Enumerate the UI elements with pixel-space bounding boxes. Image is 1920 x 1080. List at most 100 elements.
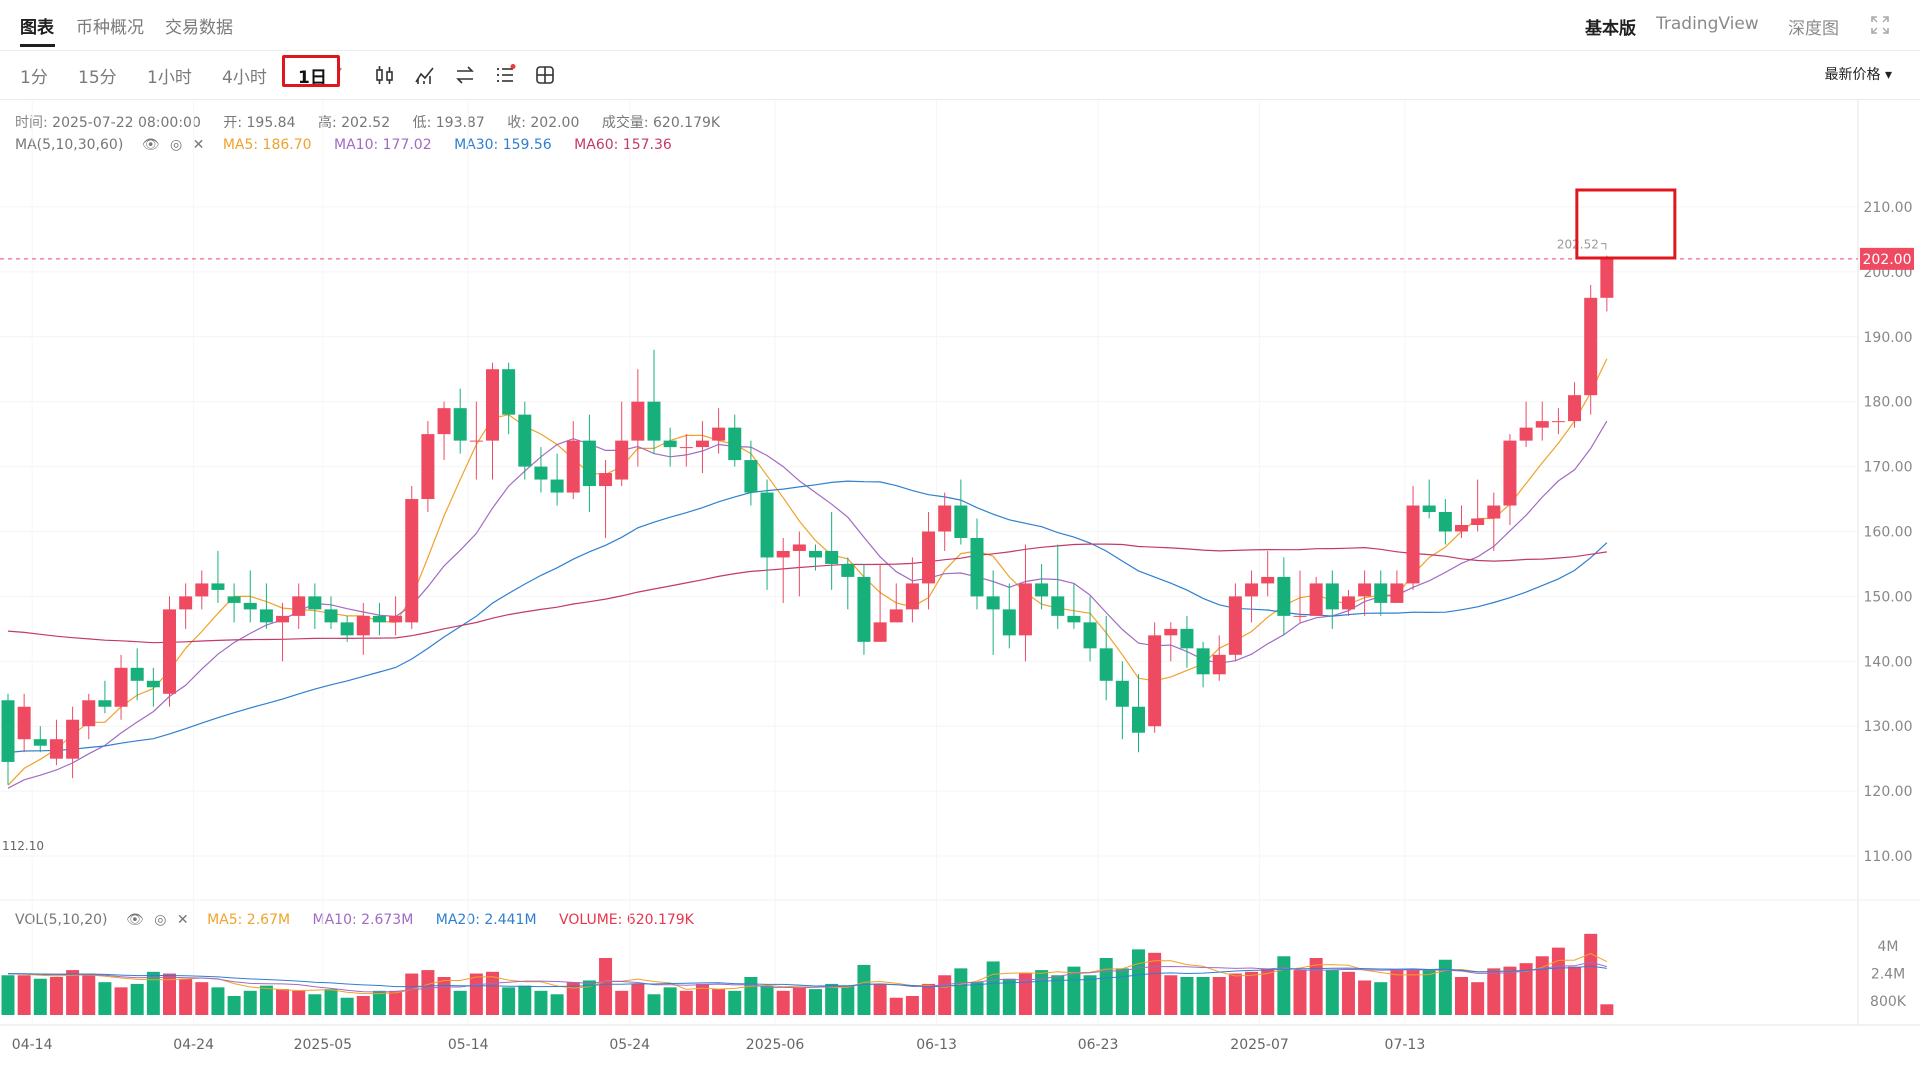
volume-bar xyxy=(259,985,273,1015)
candle-body xyxy=(437,408,451,435)
tab-coin-overview[interactable]: 币种概况 xyxy=(76,18,144,38)
volume-bar xyxy=(566,982,580,1015)
candle-body xyxy=(986,596,1000,610)
vol-close-icon[interactable]: ✕ xyxy=(176,912,189,928)
vol-ma5-value: MA5: 2.67M xyxy=(207,912,291,928)
candle-body xyxy=(1035,583,1049,597)
candle-body xyxy=(17,706,31,740)
volume-bar xyxy=(663,987,677,1015)
volume-bar xyxy=(1422,970,1436,1015)
ma60-value: MA60: 157.36 xyxy=(574,137,672,153)
candlestick-icon[interactable] xyxy=(374,64,396,86)
volume-bar xyxy=(1358,980,1372,1015)
candle-body xyxy=(82,700,96,727)
candle-body xyxy=(1051,596,1065,616)
fullscreen-icon[interactable] xyxy=(1870,15,1890,35)
volume-bar xyxy=(66,970,80,1015)
volume-bar xyxy=(1277,956,1291,1015)
volume-bar xyxy=(49,977,63,1015)
candle-body xyxy=(469,440,483,442)
high-label: 高: xyxy=(317,115,337,131)
volume-bar xyxy=(1164,975,1178,1015)
ma5-line xyxy=(7,358,1608,786)
swap-icon[interactable] xyxy=(454,64,476,86)
vol-settings-icon[interactable]: ◎ xyxy=(154,912,167,928)
timeframe-1m[interactable]: 1分 xyxy=(20,68,48,88)
candle-body xyxy=(647,401,661,441)
price-tick-label: 210.00 xyxy=(1864,200,1913,216)
candle-body xyxy=(825,550,839,564)
candle-body xyxy=(1325,583,1339,610)
candle-body xyxy=(631,401,645,441)
vol-ma10-line xyxy=(7,961,1607,993)
tab-basic-version[interactable]: 基本版 xyxy=(1585,19,1636,39)
tab-trading-data[interactable]: 交易数据 xyxy=(165,18,233,38)
volume-bar xyxy=(1535,956,1549,1015)
candle-body xyxy=(1568,395,1582,422)
candle-body xyxy=(421,434,435,500)
volume-bar xyxy=(227,996,241,1015)
candle-body xyxy=(889,609,903,623)
candle-body xyxy=(1212,654,1226,675)
vol-eye-icon[interactable]: 👁 xyxy=(125,912,144,928)
volume-bar xyxy=(1341,971,1355,1015)
candle-body xyxy=(1164,628,1178,636)
candle-body xyxy=(566,440,580,493)
volume-bar xyxy=(1051,975,1065,1015)
volume-bar xyxy=(486,971,499,1015)
volume-bar xyxy=(437,977,451,1015)
time-tick-label: 07-13 xyxy=(1385,1037,1426,1053)
candle-body xyxy=(1584,297,1598,396)
volume-bar xyxy=(889,997,903,1015)
volume-bar xyxy=(599,958,613,1015)
timeframe-1d[interactable]: 1日 xyxy=(298,68,327,88)
min-annotation: 112.10 xyxy=(2,839,44,853)
candle-body xyxy=(728,427,742,461)
volume-bar xyxy=(33,978,47,1015)
time-tick-label: 2025-07 xyxy=(1230,1037,1289,1053)
volume-bar xyxy=(744,977,758,1015)
candle-body xyxy=(954,505,968,538)
low-label: 低: xyxy=(412,115,432,131)
volume-bar xyxy=(582,980,596,1015)
time-value: 2025-07-22 08:00:00 xyxy=(52,115,201,131)
price-type-selector[interactable]: 最新价格 ▾ xyxy=(1824,67,1892,83)
time-tick-label: 04-14 xyxy=(12,1037,53,1053)
timeframe-1h[interactable]: 1小时 xyxy=(147,68,192,88)
volume-bar xyxy=(1471,982,1485,1015)
eye-icon[interactable]: 👁 xyxy=(141,137,160,153)
timeframe-4h[interactable]: 4小时 xyxy=(222,68,267,88)
close-icon[interactable]: ✕ xyxy=(192,137,205,153)
indicator-icon[interactable] xyxy=(414,64,436,86)
price-tick-label: 150.00 xyxy=(1864,589,1913,605)
candle-body xyxy=(1228,596,1242,655)
candle-body xyxy=(1390,583,1404,603)
volume-bar xyxy=(1390,970,1404,1015)
candle-body xyxy=(356,615,370,636)
volume-bar xyxy=(550,994,564,1015)
time-tick-label: 05-24 xyxy=(609,1037,650,1053)
volume-bar xyxy=(825,983,839,1015)
ma60-line xyxy=(7,543,1607,644)
settings-list-icon[interactable] xyxy=(494,64,516,86)
volume-bar xyxy=(905,996,919,1015)
candle-body xyxy=(324,609,338,623)
candle-body xyxy=(1067,615,1081,623)
tab-tradingview[interactable]: TradingView xyxy=(1656,14,1759,34)
volume-tick-label: 4M xyxy=(1878,939,1899,955)
volume-bar xyxy=(954,968,968,1015)
template-icon[interactable] xyxy=(534,64,556,86)
volume-bar xyxy=(276,989,290,1015)
vol-ma10-value: MA10: 2.673M xyxy=(312,912,414,928)
candle-body xyxy=(405,499,419,623)
volume-legend: VOL(5,10,20) 👁 ◎ ✕ MA5: 2.67M MA10: 2.67… xyxy=(15,912,712,928)
tab-chart[interactable]: 图表 xyxy=(20,18,54,38)
volume-bar xyxy=(809,989,822,1015)
last-price-tag xyxy=(1860,247,1914,270)
timeframe-15m[interactable]: 15分 xyxy=(78,68,117,88)
time-tick-label: 04-24 xyxy=(173,1037,214,1053)
settings-icon[interactable]: ◎ xyxy=(169,137,183,153)
volume-bar xyxy=(1309,958,1323,1015)
tab-depth-chart[interactable]: 深度图 xyxy=(1788,19,1839,39)
candle-body xyxy=(550,479,564,493)
